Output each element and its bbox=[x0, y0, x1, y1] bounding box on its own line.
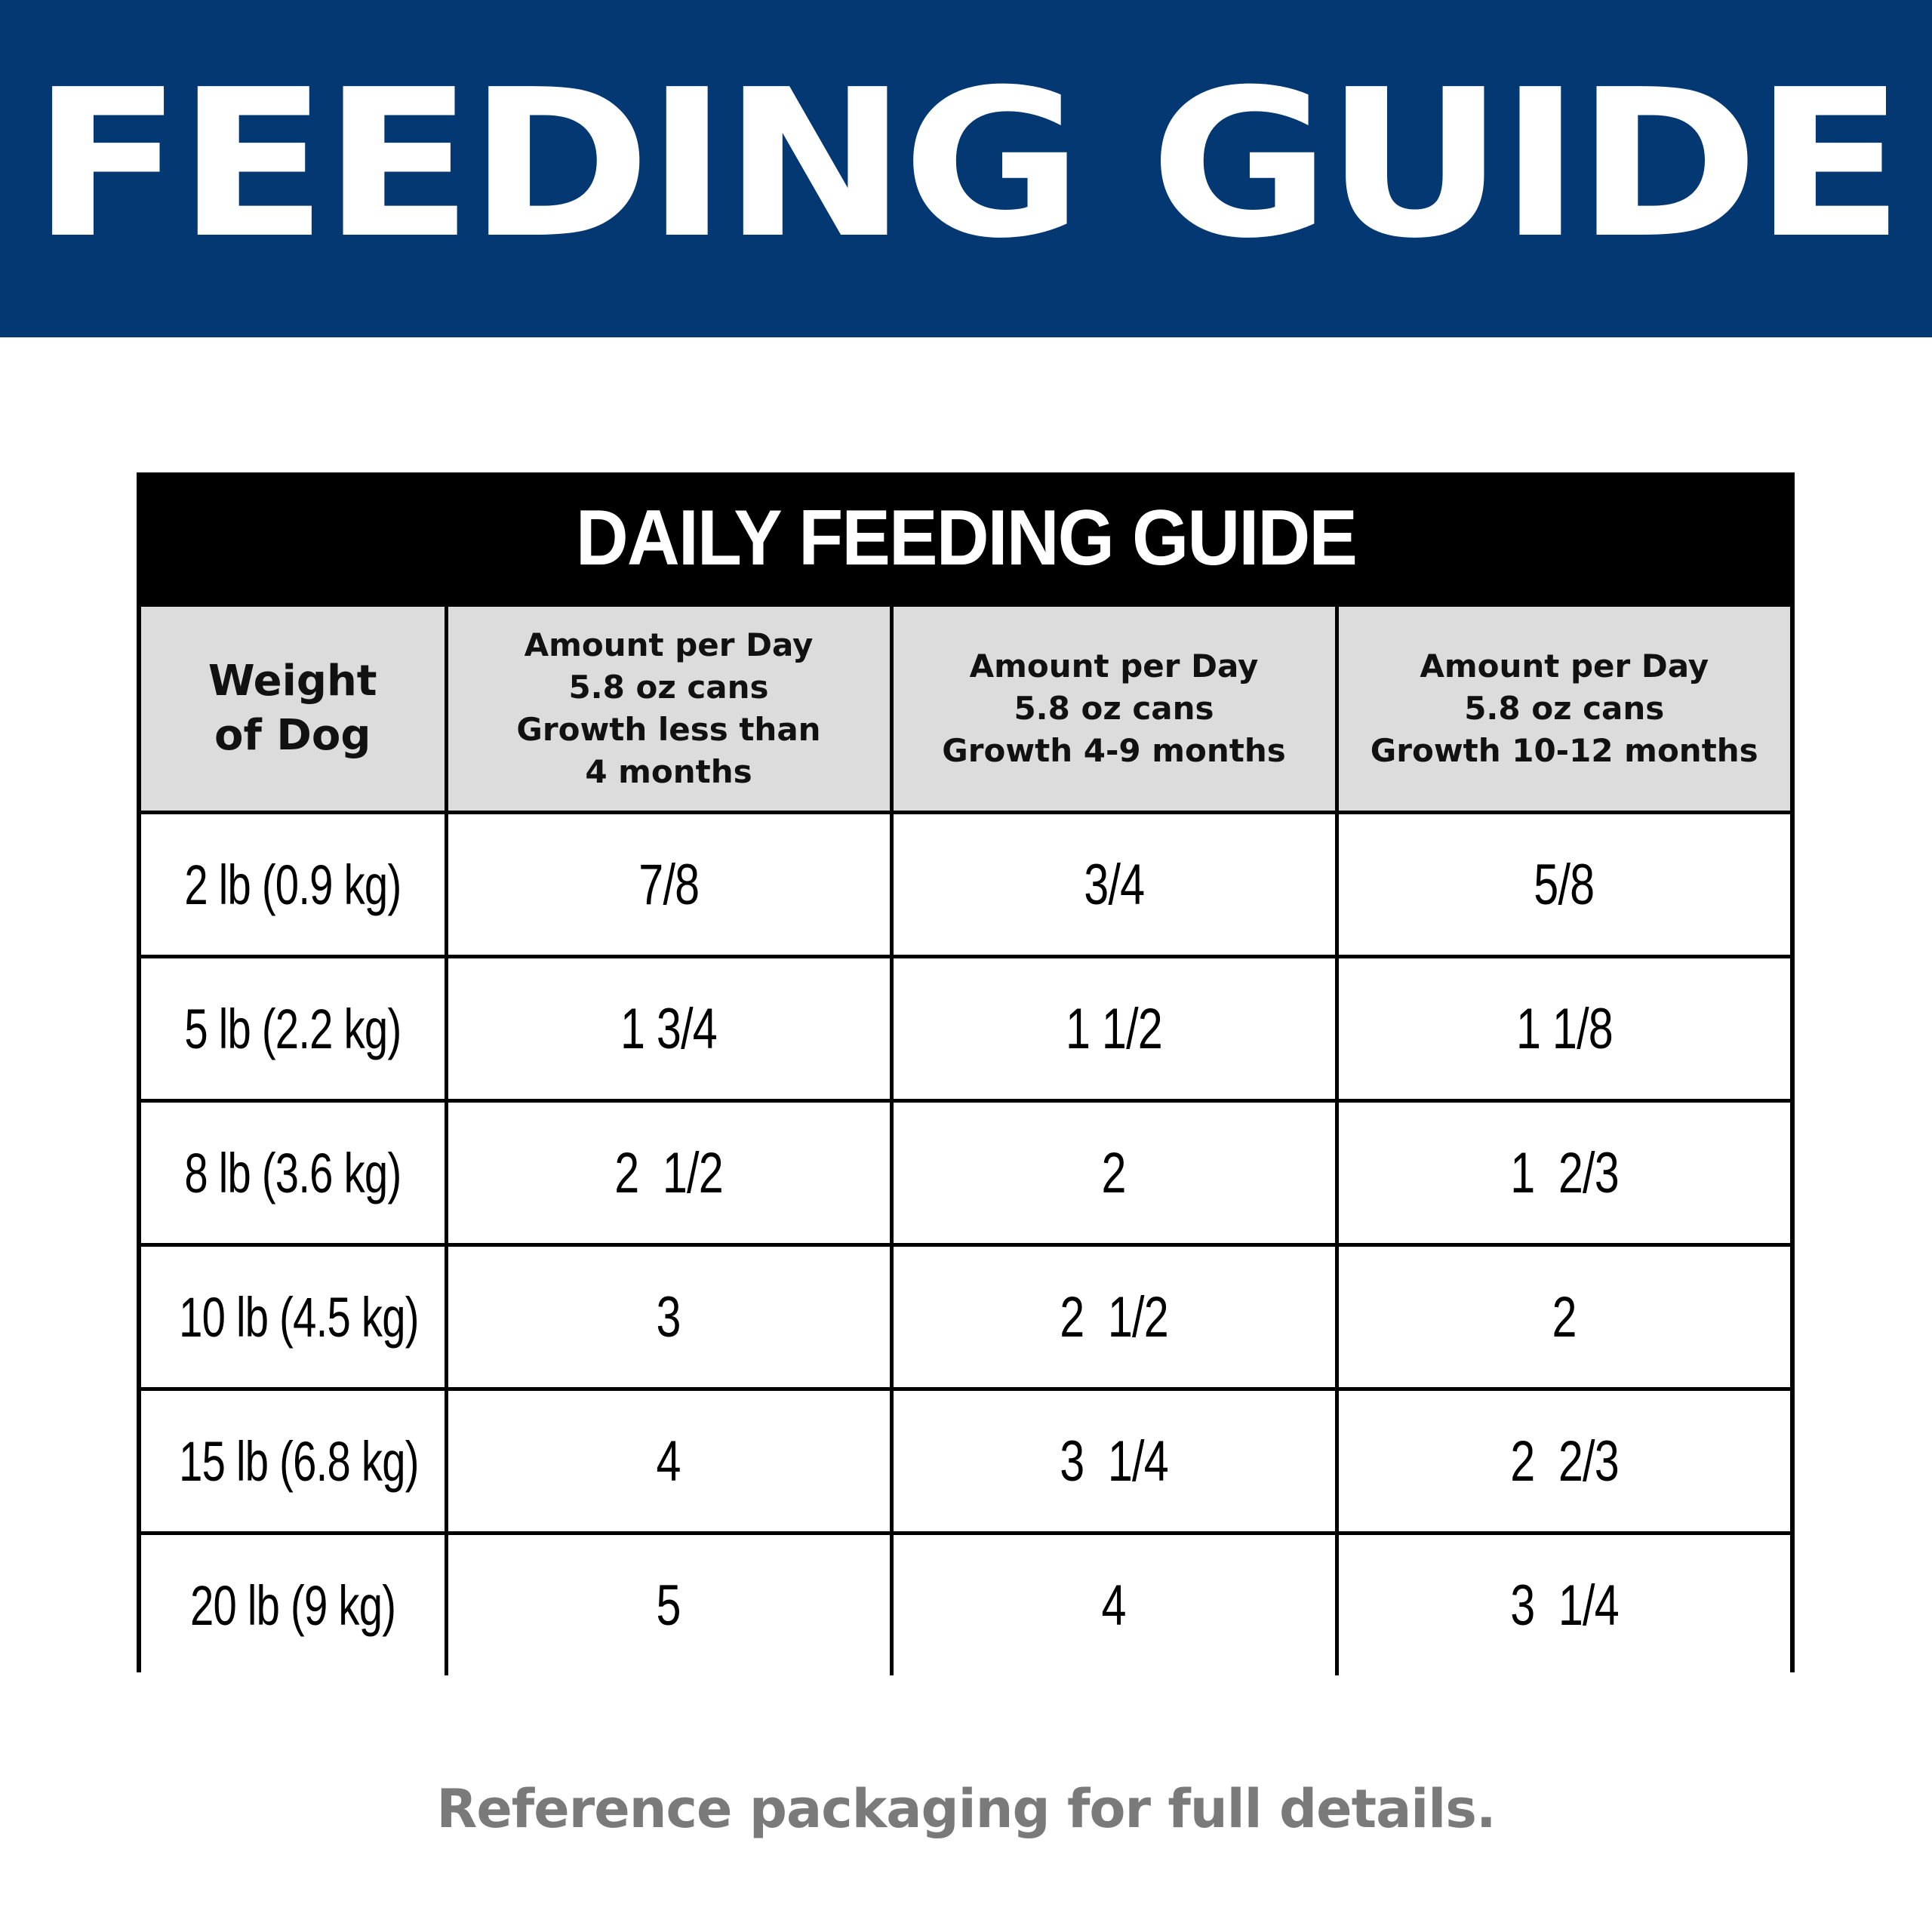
table-row: 8 lb (3.6 kg) 2 1/2 2 1 2/3 bbox=[141, 1099, 1790, 1247]
amount-cell: 3/4 bbox=[889, 811, 1339, 958]
weight-cell: 2 lb (0.9 kg) bbox=[141, 811, 448, 958]
header-row: Weight of Dog Amount per Day 5.8 oz cans… bbox=[141, 607, 1790, 814]
footer-note: Reference packaging for full details. bbox=[436, 1778, 1496, 1840]
table-row: 20 lb (9 kg) 5 4 3 1/4 bbox=[141, 1531, 1790, 1675]
header-label: Amount per Day 5.8 oz cans Growth less t… bbox=[516, 626, 821, 790]
header-label: Amount per Day 5.8 oz cans Growth 4-9 mo… bbox=[942, 648, 1286, 769]
header-label: Amount per Day 5.8 oz cans Growth 10-12 … bbox=[1370, 648, 1758, 769]
header-cell-growth-10-12-months: Amount per Day 5.8 oz cans Growth 10-12 … bbox=[1334, 607, 1790, 814]
amount-cell: 5 bbox=[444, 1531, 894, 1675]
table-row: 2 lb (0.9 kg) 7/8 3/4 5/8 bbox=[141, 811, 1790, 958]
amount-cell: 2 bbox=[1334, 1243, 1790, 1391]
amount-cell: 7/8 bbox=[444, 811, 894, 958]
feeding-table: DAILY FEEDING GUIDE Weight of Dog Amount… bbox=[137, 472, 1795, 1675]
weight-cell: 5 lb (2.2 kg) bbox=[141, 955, 448, 1103]
header-label: Weight of Dog bbox=[208, 657, 377, 760]
amount-cell: 2 2/3 bbox=[1334, 1387, 1790, 1535]
weight-cell: 10 lb (4.5 kg) bbox=[141, 1243, 448, 1391]
table-row: 15 lb (6.8 kg) 4 3 1/4 2 2/3 bbox=[141, 1387, 1790, 1535]
banner: FEEDING GUIDE bbox=[0, 0, 1932, 337]
amount-cell: 2 1/2 bbox=[889, 1243, 1339, 1391]
table-row: 10 lb (4.5 kg) 3 2 1/2 2 bbox=[141, 1243, 1790, 1391]
weight-cell: 15 lb (6.8 kg) bbox=[141, 1387, 448, 1535]
table-title-bar: DAILY FEEDING GUIDE bbox=[141, 477, 1790, 607]
table-row: 5 lb (2.2 kg) 1 3/4 1 1/2 1 1/8 bbox=[141, 955, 1790, 1103]
header-cell-growth-under-4-months: Amount per Day 5.8 oz cans Growth less t… bbox=[444, 607, 894, 814]
amount-cell: 1 1/8 bbox=[1334, 955, 1790, 1103]
feeding-grid: Weight of Dog Amount per Day 5.8 oz cans… bbox=[141, 607, 1790, 1675]
amount-cell: 5/8 bbox=[1334, 811, 1790, 958]
weight-cell: 8 lb (3.6 kg) bbox=[141, 1099, 448, 1247]
amount-cell: 2 1/2 bbox=[444, 1099, 894, 1247]
amount-cell: 1 1/2 bbox=[889, 955, 1339, 1103]
amount-cell: 3 1/4 bbox=[889, 1387, 1339, 1535]
amount-cell: 1 3/4 bbox=[444, 955, 894, 1103]
page-title: FEEDING GUIDE bbox=[32, 45, 1905, 283]
header-cell-growth-4-9-months: Amount per Day 5.8 oz cans Growth 4-9 mo… bbox=[889, 607, 1339, 814]
table-title: DAILY FEEDING GUIDE bbox=[575, 494, 1357, 582]
amount-cell: 3 1/4 bbox=[1334, 1531, 1790, 1675]
amount-cell: 2 bbox=[889, 1099, 1339, 1247]
header-cell-weight: Weight of Dog bbox=[141, 607, 448, 814]
weight-cell: 20 lb (9 kg) bbox=[141, 1531, 448, 1675]
amount-cell: 4 bbox=[889, 1531, 1339, 1675]
amount-cell: 4 bbox=[444, 1387, 894, 1535]
amount-cell: 3 bbox=[444, 1243, 894, 1391]
amount-cell: 1 2/3 bbox=[1334, 1099, 1790, 1247]
